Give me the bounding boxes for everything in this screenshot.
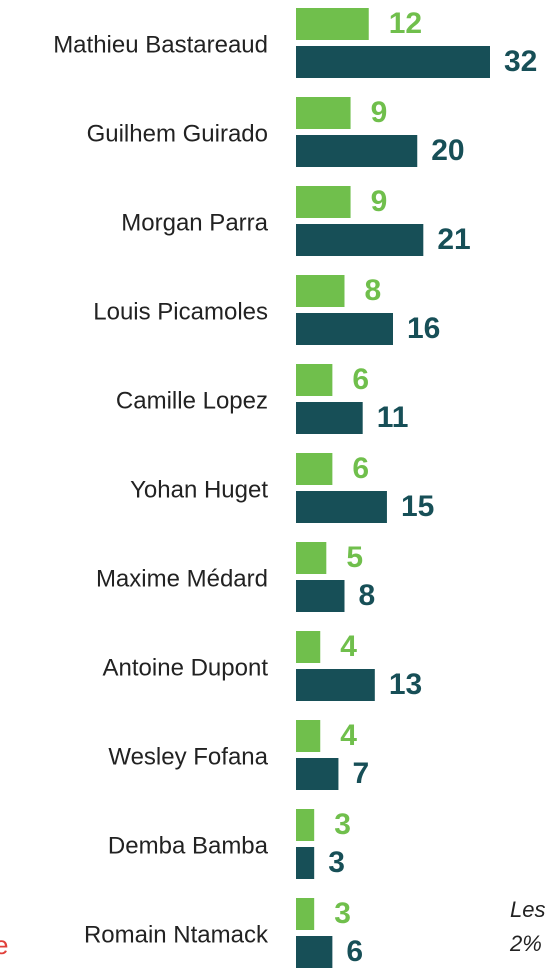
bar (296, 580, 345, 612)
annotation: e (0, 930, 8, 960)
bar (296, 135, 418, 167)
value-label: 6 (346, 935, 363, 968)
value-label: 5 (346, 541, 363, 574)
category-label: Morgan Parra (121, 209, 268, 236)
value-label: 8 (365, 274, 382, 307)
bar (296, 898, 315, 930)
category-label: Maxime Médard (96, 565, 268, 592)
category-label: Yohan Huget (130, 476, 268, 503)
value-label: 4 (340, 630, 357, 663)
value-label: 16 (407, 312, 440, 345)
category-label: Guilhem Guirado (87, 120, 268, 147)
value-label: 4 (340, 719, 357, 752)
value-label: 9 (371, 96, 388, 129)
value-label: 21 (437, 223, 470, 256)
bar (296, 542, 327, 574)
value-label: 6 (352, 452, 369, 485)
bar (296, 46, 490, 78)
bar (296, 313, 393, 345)
category-label: Antoine Dupont (103, 654, 269, 681)
bar (296, 275, 345, 307)
value-label: 9 (371, 185, 388, 218)
bar (296, 758, 339, 790)
value-label: 8 (359, 579, 376, 612)
value-label: 3 (334, 808, 351, 841)
annotation: 2% (509, 931, 542, 956)
bar (296, 97, 351, 129)
bar (296, 402, 363, 434)
category-label: Wesley Fofana (108, 743, 268, 770)
category-label: Camille Lopez (116, 387, 268, 414)
bar (296, 186, 351, 218)
value-label: 6 (352, 363, 369, 396)
value-label: 12 (389, 7, 422, 40)
bar (296, 224, 424, 256)
category-label: Romain Ntamack (84, 921, 269, 948)
bar (296, 8, 369, 40)
bar (296, 364, 333, 396)
value-label: 32 (504, 45, 537, 78)
bar (296, 936, 333, 968)
bar (296, 453, 333, 485)
bar (296, 720, 321, 752)
value-label: 15 (401, 490, 434, 523)
category-label: Louis Picamoles (93, 298, 268, 325)
bar (296, 491, 387, 523)
bar (296, 631, 321, 663)
value-label: 13 (389, 668, 422, 701)
value-label: 3 (334, 897, 351, 930)
value-label: 11 (377, 401, 409, 434)
value-label: 3 (328, 846, 345, 879)
annotation: Les (510, 897, 545, 922)
value-label: 7 (352, 757, 369, 790)
bar (296, 847, 315, 879)
bar (296, 669, 375, 701)
value-label: 20 (431, 134, 464, 167)
category-label: Demba Bamba (108, 832, 269, 859)
bar (296, 809, 315, 841)
category-label: Mathieu Bastareaud (53, 31, 268, 58)
